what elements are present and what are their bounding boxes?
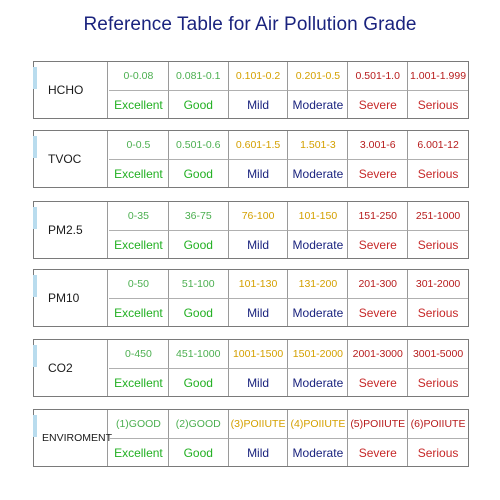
grade-cell: Moderate xyxy=(288,368,349,396)
range-cell: 301-2000 xyxy=(415,278,461,290)
page-title: Reference Table for Air Pollution Grade xyxy=(83,14,417,35)
grade-cell: Mild xyxy=(228,230,289,258)
range-cell: 1.501-3 xyxy=(288,131,349,159)
grade-cell: Moderate xyxy=(288,159,349,187)
grade-cell: Excellent xyxy=(109,368,169,396)
grade-cell: Mild xyxy=(228,159,289,187)
range-cell: (6)POIIUTE xyxy=(410,418,466,430)
grade-cell: Severe xyxy=(348,90,409,118)
grade-cells: 0-0.5 0.501-0.6 0.601-1.5 1.501-3 3.001-6 6.0… xyxy=(109,131,468,187)
range-cell: (1)GOOD xyxy=(109,410,169,438)
range-cell: 0-0.5 xyxy=(109,131,169,159)
range-cell: 3.001-6 xyxy=(348,131,409,159)
grade-cell: Mild xyxy=(228,438,289,466)
grade-cell: Serious xyxy=(408,230,468,258)
range-cell: 0.201-0.5 xyxy=(288,62,349,90)
range-cell: 6.001-12 xyxy=(417,139,459,151)
pollutant-label: ENVIROMENT xyxy=(36,410,112,466)
range-cell: 2001-3000 xyxy=(348,340,409,368)
grade-cell: Severe xyxy=(348,438,409,466)
range-cell: 131-200 xyxy=(288,270,349,298)
grade-cell: Good xyxy=(168,159,229,187)
range-cell: 151-250 xyxy=(348,202,409,230)
range-cell: (3)POIIUTE xyxy=(229,410,289,438)
range-cell: 36-75 xyxy=(169,202,229,230)
range-cell: 201-300 xyxy=(348,270,409,298)
range-cell: 0.081-0.1 xyxy=(169,62,229,90)
pollutant-label: HCHO xyxy=(36,62,108,118)
grade-cell: Mild xyxy=(228,368,289,396)
grade-cell: Serious xyxy=(408,159,468,187)
range-cell: 0-0.08 xyxy=(109,62,169,90)
grade-cell: Excellent xyxy=(109,298,169,326)
grade-cell: Good xyxy=(168,90,229,118)
pollutant-block-tvoc: TVOC 0-0.5 0.501-0.6 0.601-1.5 1.501-3 3.001-… xyxy=(33,130,469,188)
grade-cell: Severe xyxy=(348,298,409,326)
range-cell: 0.101-0.2 xyxy=(229,62,289,90)
range-cell: 0-50 xyxy=(109,270,169,298)
grade-cell: Excellent xyxy=(109,230,169,258)
range-cell: 101-150 xyxy=(288,202,349,230)
range-cell: 1.001-1.999 xyxy=(410,70,467,82)
range-cell: (2)GOOD xyxy=(169,410,229,438)
grade-cells: 0-35 36-75 76-100 101-150 151-250 251-1000 Exc… xyxy=(109,202,468,258)
pollutant-block-enviroment: ENVIROMENT (1)GOOD (2)GOOD (3)POIIUTE (4)POI… xyxy=(33,409,469,467)
pollutant-block-pm25: PM2.5 0-35 36-75 76-100 101-150 151-250 251-10… xyxy=(33,201,469,259)
pollutant-label: PM2.5 xyxy=(36,202,108,258)
grade-cell: Good xyxy=(168,298,229,326)
grade-cell: Serious xyxy=(408,368,468,396)
grade-cell: Severe xyxy=(348,159,409,187)
grade-cell: Serious xyxy=(408,298,468,326)
pollutant-label: CO2 xyxy=(36,340,108,396)
pollutant-block-co2: CO2 0-450 451-1000 1001-1500 1501-2000 2001-3… xyxy=(33,339,469,397)
grade-cell: Moderate xyxy=(288,230,349,258)
range-cell: (4)POIIUTE xyxy=(288,410,349,438)
grade-cell: Good xyxy=(168,438,229,466)
range-cell: 0.501-1.0 xyxy=(348,62,409,90)
grade-cell: Moderate xyxy=(288,438,349,466)
range-cell: 0.601-1.5 xyxy=(229,131,289,159)
pollutant-label: PM10 xyxy=(36,270,108,326)
grade-cell: Excellent xyxy=(109,438,169,466)
grade-cell: Severe xyxy=(348,230,409,258)
grade-cells: 0-0.08 0.081-0.1 0.101-0.2 0.201-0.5 0.501-1… xyxy=(109,62,468,118)
grade-cell: Serious xyxy=(408,90,468,118)
grade-cells: 0-450 451-1000 1001-1500 1501-2000 2001-3000… xyxy=(109,340,468,396)
pollutant-label: TVOC xyxy=(36,131,108,187)
grade-cell: Excellent xyxy=(109,90,169,118)
range-cell: 1501-2000 xyxy=(288,340,349,368)
range-cell: 1001-1500 xyxy=(229,340,289,368)
range-cell: (5)POIIUTE xyxy=(348,410,409,438)
grade-cell: Severe xyxy=(348,368,409,396)
range-cell: 0.501-0.6 xyxy=(169,131,229,159)
range-cell: 51-100 xyxy=(169,270,229,298)
grade-cell: Moderate xyxy=(288,90,349,118)
range-cell: 0-35 xyxy=(109,202,169,230)
grade-cell: Mild xyxy=(228,90,289,118)
grade-cells: (1)GOOD (2)GOOD (3)POIIUTE (4)POIIUTE (5)POI… xyxy=(109,410,468,466)
grade-cell: Moderate xyxy=(288,298,349,326)
range-cell: 0-450 xyxy=(109,340,169,368)
grade-cell: Excellent xyxy=(109,159,169,187)
grade-cells: 0-50 51-100 101-130 131-200 201-300 301-2000 E… xyxy=(109,270,468,326)
grade-cell: Mild xyxy=(228,298,289,326)
range-cell: 76-100 xyxy=(229,202,289,230)
grade-cell: Good xyxy=(168,368,229,396)
range-cell: 251-1000 xyxy=(415,210,461,222)
pollutant-block-pm10: PM10 0-50 51-100 101-130 131-200 201-300 301-2… xyxy=(33,269,469,327)
range-cell: 3001-5000 xyxy=(412,348,464,360)
pollutant-block-hcho: HCHO 0-0.08 0.081-0.1 0.101-0.2 0.201-0.5 0.5… xyxy=(33,61,469,119)
grade-cell: Serious xyxy=(408,438,468,466)
grade-cell: Good xyxy=(168,230,229,258)
range-cell: 101-130 xyxy=(229,270,289,298)
range-cell: 451-1000 xyxy=(169,340,229,368)
